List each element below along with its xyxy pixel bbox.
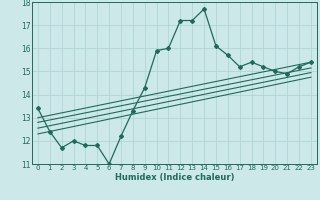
X-axis label: Humidex (Indice chaleur): Humidex (Indice chaleur) bbox=[115, 173, 234, 182]
